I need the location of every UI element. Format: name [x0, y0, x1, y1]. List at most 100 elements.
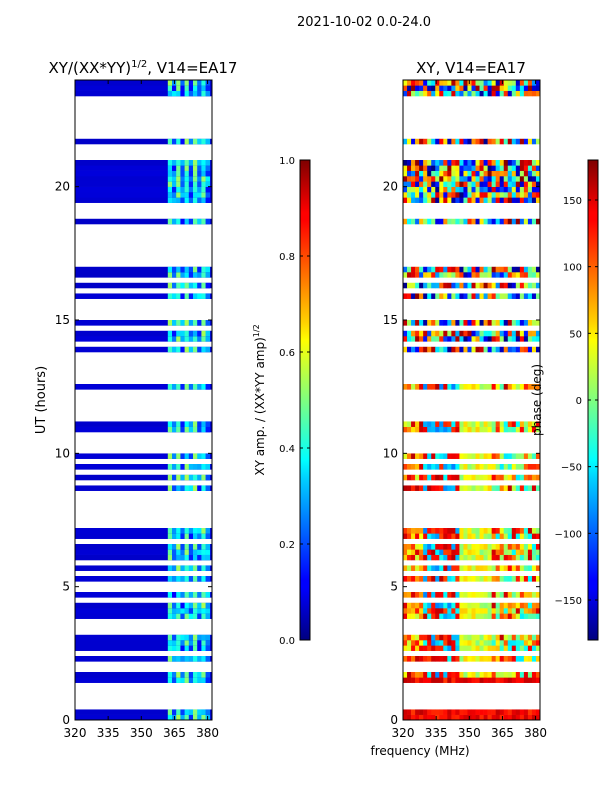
- flagged-row: [403, 298, 540, 304]
- heatmap-cell: [467, 485, 472, 491]
- heatmap-cell: [503, 634, 509, 641]
- heatmap-cell: [180, 192, 185, 198]
- heatmap-cell: [403, 602, 408, 609]
- heatmap-cell: [463, 85, 468, 91]
- heatmap-cell: [439, 453, 444, 459]
- colorbar-tick-label: 100: [563, 263, 582, 274]
- heatmap-row: [75, 272, 212, 278]
- heatmap-cell: [471, 613, 476, 619]
- heatmap-cell: [503, 320, 509, 326]
- heatmap-cell: [205, 474, 211, 481]
- flagged-row: [75, 325, 212, 331]
- flagged-row: [75, 106, 212, 112]
- heatmap-cell: [507, 474, 513, 481]
- heatmap-cell: [419, 197, 424, 203]
- heatmap-cell: [415, 544, 420, 550]
- heatmap-cell: [515, 533, 521, 539]
- heatmap-cell: [167, 138, 173, 145]
- heatmap-cell: [180, 709, 185, 715]
- heatmap-cell: [455, 613, 460, 619]
- heatmap-cell: [403, 80, 408, 86]
- heatmap-cell: [459, 80, 464, 86]
- flagged-row: [403, 394, 540, 400]
- heatmap-cell: [419, 714, 424, 721]
- heatmap-cell: [479, 330, 484, 337]
- flagged-row: [75, 288, 212, 294]
- heatmap-cell: [180, 138, 185, 145]
- heatmap-cell: [459, 160, 464, 166]
- heatmap-cell: [491, 197, 496, 203]
- heatmap-cell: [487, 197, 492, 203]
- heatmap-cell: [531, 544, 537, 550]
- heatmap-cell: [459, 485, 464, 491]
- heatmap-cell: [459, 197, 464, 203]
- flagged-row: [75, 208, 212, 214]
- heatmap-cell: [197, 645, 202, 651]
- heatmap-cell: [411, 576, 416, 582]
- heatmap-cell: [435, 613, 440, 619]
- heatmap-cell: [184, 421, 190, 427]
- heatmap-cell: [188, 165, 194, 171]
- heatmap-cell: [176, 272, 181, 278]
- flagged-row: [403, 688, 540, 694]
- heatmap-cell: [435, 634, 440, 641]
- heatmap-cell: [435, 592, 440, 598]
- heatmap-cell: [495, 181, 501, 187]
- heatmap-cell: [463, 613, 468, 619]
- heatmap-cell: [479, 565, 484, 571]
- heatmap-cell: [415, 602, 420, 609]
- heatmap-cell: [184, 272, 190, 278]
- heatmap-cell: [205, 533, 211, 539]
- heatmap-cell: [423, 90, 428, 97]
- heatmap-cell: [483, 576, 488, 582]
- heatmap-cell: [527, 330, 533, 337]
- phase-x-axis-label: frequency (MHz): [370, 744, 469, 758]
- heatmap-cell: [415, 181, 420, 187]
- heatmap-cell: [487, 330, 492, 337]
- heatmap-cell: [205, 320, 211, 326]
- heatmap-cell: [435, 272, 440, 278]
- heatmap-cell: [411, 197, 416, 203]
- heatmap-cell: [515, 421, 521, 427]
- heatmap-cell: [415, 218, 420, 225]
- heatmap-cell: [467, 608, 472, 614]
- heatmap-cell: [531, 634, 537, 641]
- heatmap-cell: [463, 186, 468, 193]
- heatmap-cell: [495, 485, 501, 491]
- flagged-row: [403, 314, 540, 320]
- heatmap-cell: [527, 592, 533, 598]
- heatmap-cell: [447, 549, 452, 555]
- heatmap-cell: [167, 592, 173, 598]
- heatmap-cell: [201, 549, 206, 555]
- heatmap-cell: [459, 272, 464, 278]
- heatmap-cell: [411, 160, 416, 166]
- heatmap-cell: [201, 645, 206, 651]
- heatmap-cell: [483, 634, 488, 641]
- heatmap-cell: [459, 613, 464, 619]
- heatmap-cell: [419, 192, 424, 198]
- heatmap-cell: [503, 645, 509, 651]
- heatmap-cell: [431, 336, 436, 342]
- heatmap-cell: [503, 421, 509, 427]
- heatmap-cell: [176, 346, 181, 353]
- heatmap-cell: [192, 634, 198, 641]
- heatmap-cell: [495, 554, 501, 561]
- heatmap-cell: [471, 384, 476, 390]
- heatmap-cell: [479, 608, 484, 614]
- heatmap-row: [75, 192, 212, 198]
- heatmap-cell: [491, 554, 496, 561]
- heatmap-cell: [499, 565, 505, 571]
- heatmap-cell: [435, 186, 440, 193]
- heatmap-cell: [467, 549, 472, 555]
- heatmap-row: [75, 645, 212, 651]
- heatmap-cell: [439, 165, 444, 171]
- heatmap-cell: [459, 176, 464, 182]
- heatmap-cell: [415, 709, 420, 715]
- heatmap-cell: [427, 272, 432, 278]
- heatmap-cell: [184, 197, 190, 203]
- heatmap-cell: [503, 186, 509, 193]
- heatmap-cell: [487, 554, 492, 561]
- heatmap-cell: [427, 576, 432, 582]
- heatmap-cell: [515, 160, 521, 166]
- heatmap-cell: [197, 533, 202, 539]
